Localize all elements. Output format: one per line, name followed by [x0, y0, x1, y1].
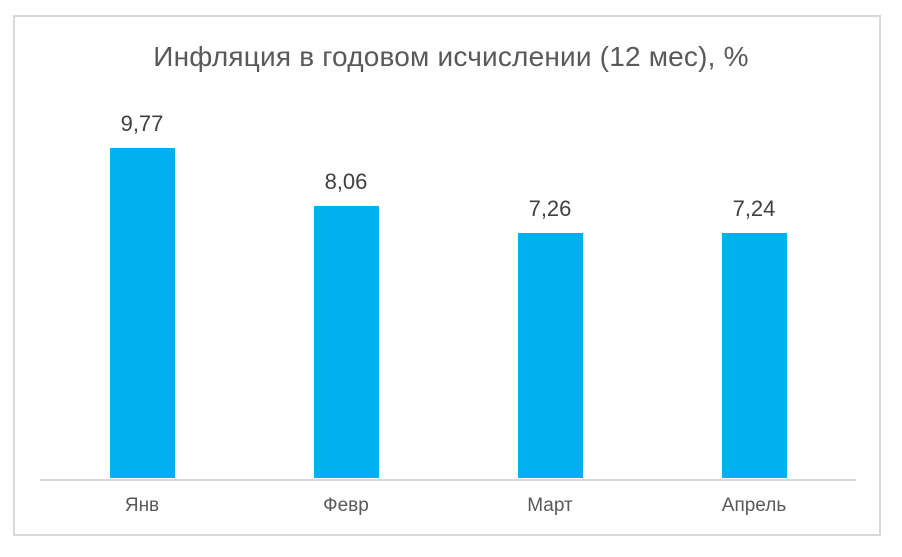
x-axis-label: Апрель — [721, 495, 787, 516]
x-axis-label: Янв — [124, 495, 160, 516]
bar — [109, 148, 175, 478]
bar-value-label: 8,06 — [324, 169, 368, 194]
bar — [517, 233, 583, 478]
bar-value-label: 7,24 — [732, 196, 776, 221]
x-axis-line — [40, 479, 856, 481]
x-axis-label: Февр — [323, 495, 369, 516]
chart-title: Инфляция в годовом исчислении (12 мес), … — [153, 41, 749, 72]
bar-value-label: 9,77 — [120, 111, 164, 136]
bar — [721, 233, 787, 478]
bar-value-label: 7,26 — [528, 196, 572, 221]
x-axis-label: Март — [527, 495, 573, 516]
bar — [313, 206, 379, 478]
